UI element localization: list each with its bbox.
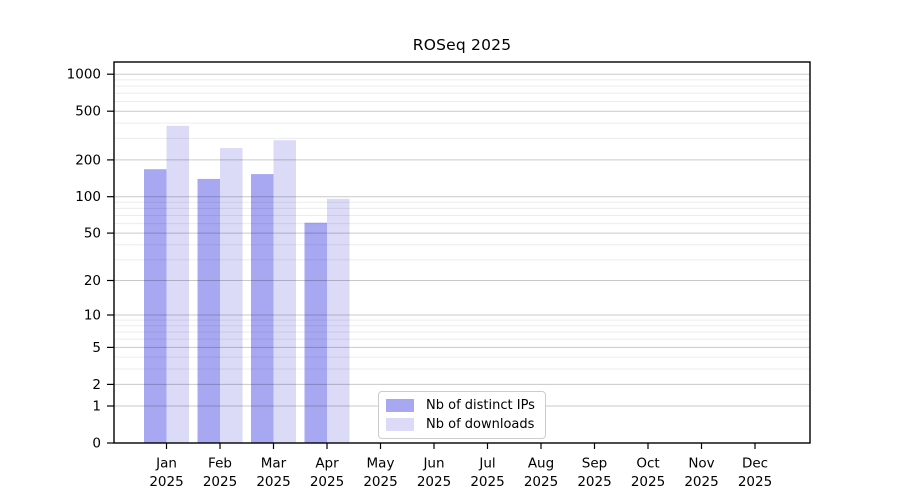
bar-apr-downloads: [327, 198, 350, 443]
y-tick-label: 0: [92, 436, 101, 452]
legend-swatch-distinct-ips-icon: [386, 398, 414, 412]
y-tick-label: 50: [84, 226, 101, 242]
x-tick-label-month: Jun: [422, 456, 444, 472]
y-tick-label: 500: [75, 104, 101, 120]
x-tick-label-month: Dec: [742, 456, 768, 472]
x-tick-label-month: Mar: [261, 456, 287, 472]
y-tick-label: 100: [75, 189, 101, 205]
y-tick-label: 20: [84, 273, 101, 289]
legend-label-distinct-ips: Nb of distinct IPs: [426, 397, 535, 413]
y-tick-label: 1000: [67, 67, 101, 83]
x-tick-label-month: Feb: [208, 456, 232, 472]
y-tick-label: 2: [92, 377, 101, 393]
bar-apr-distinct-ips: [304, 222, 327, 443]
x-tick-label-year: 2025: [524, 474, 558, 490]
x-tick-label-month: Aug: [528, 456, 554, 472]
x-tick-label-year: 2025: [738, 474, 772, 490]
x-tick-label-month: Oct: [636, 456, 659, 472]
x-tick-label-month: Sep: [582, 456, 607, 472]
x-tick-label-year: 2025: [203, 474, 237, 490]
x-tick-label-year: 2025: [310, 474, 344, 490]
x-tick-label-month: Jul: [478, 456, 495, 472]
y-tick-label: 1: [92, 399, 101, 415]
legend-item-downloads: Nb of downloads: [386, 416, 535, 432]
x-tick-label-year: 2025: [363, 474, 397, 490]
bar-feb-distinct-ips: [197, 178, 220, 443]
x-tick-label-month: May: [367, 456, 395, 472]
x-axis: Jan 2025 Feb 2025 Mar 2025 Apr 2025 May 2025 Jun 20…: [149, 443, 772, 490]
x-tick-label-year: 2025: [470, 474, 504, 490]
x-tick-label-year: 2025: [577, 474, 611, 490]
bars-layer: [144, 125, 350, 444]
legend: Nb of distinct IPs Nb of downloads: [378, 391, 546, 439]
y-tick-label: 10: [84, 308, 101, 324]
x-tick-label-month: Apr: [315, 456, 339, 472]
bar-feb-downloads: [220, 148, 243, 443]
bar-jan-downloads: [166, 125, 189, 444]
chart-title: ROSeq 2025: [412, 36, 512, 54]
bar-mar-downloads: [273, 140, 296, 443]
x-tick-label-year: 2025: [631, 474, 665, 490]
x-tick-label-year: 2025: [417, 474, 451, 490]
legend-swatch-downloads-icon: [386, 417, 414, 431]
y-axis: 0 1 2 5 10 20 50 100 200 500 1000: [67, 67, 114, 452]
bar-mar-distinct-ips: [251, 174, 274, 443]
x-tick-label-year: 2025: [256, 474, 290, 490]
plot-border: [113, 61, 811, 444]
x-tick-label-year: 2025: [684, 474, 718, 490]
x-tick-label-month: Nov: [688, 456, 714, 472]
y-tick-label: 200: [75, 152, 101, 168]
x-tick-label-month: Jan: [155, 456, 177, 472]
bar-jan-distinct-ips: [144, 169, 167, 443]
x-tick-label-year: 2025: [149, 474, 183, 490]
legend-label-downloads: Nb of downloads: [426, 416, 535, 432]
minor-gridlines: [114, 79, 810, 370]
legend-item-distinct-ips: Nb of distinct IPs: [386, 397, 535, 413]
y-tick-label: 5: [92, 340, 101, 356]
